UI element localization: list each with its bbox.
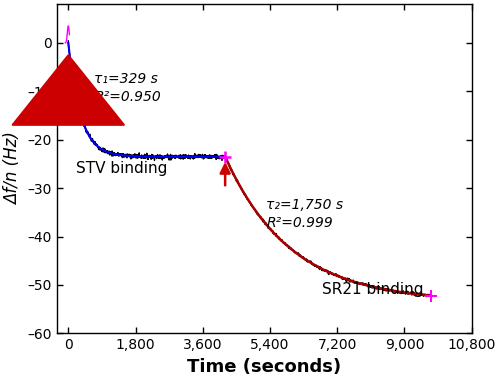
- Text: SR21 binding: SR21 binding: [322, 282, 424, 297]
- Text: STV binding: STV binding: [76, 161, 167, 176]
- X-axis label: Time (seconds): Time (seconds): [188, 358, 342, 376]
- Text: τ₂=1,750 s
R²=0.999: τ₂=1,750 s R²=0.999: [266, 198, 344, 230]
- Text: τ₁=329 s
R²=0.950: τ₁=329 s R²=0.950: [94, 72, 161, 105]
- Y-axis label: Δf/n (Hz): Δf/n (Hz): [4, 132, 22, 205]
